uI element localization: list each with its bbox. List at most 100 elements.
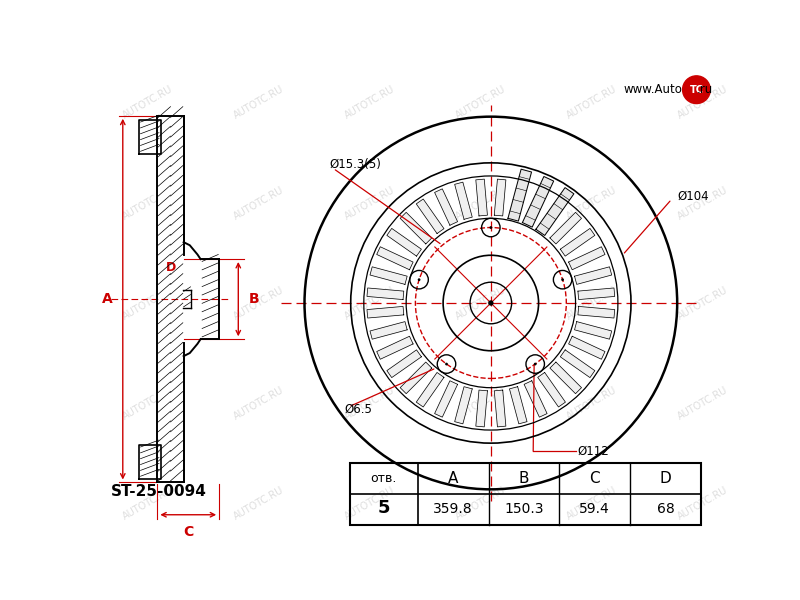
Polygon shape <box>367 307 404 318</box>
Polygon shape <box>569 247 605 270</box>
Polygon shape <box>416 199 444 233</box>
Polygon shape <box>508 169 531 221</box>
Polygon shape <box>400 362 432 394</box>
Polygon shape <box>578 288 614 299</box>
Text: AUTOTC.RU: AUTOTC.RU <box>232 284 286 322</box>
Circle shape <box>488 301 494 305</box>
Text: AUTOTC.RU: AUTOTC.RU <box>122 284 175 322</box>
Polygon shape <box>476 179 487 216</box>
Text: .ru: .ru <box>696 83 713 96</box>
Text: AUTOTC.RU: AUTOTC.RU <box>676 85 730 121</box>
Polygon shape <box>183 290 191 308</box>
Text: AUTOTC.RU: AUTOTC.RU <box>122 485 175 521</box>
Polygon shape <box>377 247 413 270</box>
Text: AUTOTC.RU: AUTOTC.RU <box>676 385 730 421</box>
Polygon shape <box>387 229 422 256</box>
Text: D: D <box>660 471 671 486</box>
Polygon shape <box>400 212 432 244</box>
Polygon shape <box>434 189 458 225</box>
Text: отв.: отв. <box>370 472 397 485</box>
Text: AUTOTC.RU: AUTOTC.RU <box>454 385 508 421</box>
Text: AUTOTC.RU: AUTOTC.RU <box>454 485 508 521</box>
Polygon shape <box>377 336 413 359</box>
Polygon shape <box>370 322 407 339</box>
Polygon shape <box>538 373 566 407</box>
Text: AUTOTC.RU: AUTOTC.RU <box>343 185 397 221</box>
Text: AUTOTC.RU: AUTOTC.RU <box>343 85 397 121</box>
Text: AUTOTC.RU: AUTOTC.RU <box>232 385 286 421</box>
Polygon shape <box>494 179 506 216</box>
Text: C: C <box>183 524 194 539</box>
Polygon shape <box>139 445 161 479</box>
Polygon shape <box>510 386 527 424</box>
Text: AUTOTC.RU: AUTOTC.RU <box>232 485 286 521</box>
Text: 150.3: 150.3 <box>504 502 544 517</box>
Polygon shape <box>550 362 582 394</box>
Text: AUTOTC.RU: AUTOTC.RU <box>122 185 175 221</box>
Text: AUTOTC.RU: AUTOTC.RU <box>676 485 730 521</box>
Text: AUTOTC.RU: AUTOTC.RU <box>454 284 508 322</box>
Text: AUTOTC.RU: AUTOTC.RU <box>676 284 730 322</box>
Polygon shape <box>522 176 554 227</box>
Polygon shape <box>569 336 605 359</box>
Circle shape <box>534 362 537 365</box>
Circle shape <box>490 226 492 229</box>
Polygon shape <box>434 381 458 417</box>
Polygon shape <box>139 120 161 154</box>
Polygon shape <box>550 212 582 244</box>
Text: TC: TC <box>690 85 703 95</box>
Text: A: A <box>448 471 458 486</box>
Text: D: D <box>166 261 176 274</box>
Text: AUTOTC.RU: AUTOTC.RU <box>565 385 618 421</box>
Text: AUTOTC.RU: AUTOTC.RU <box>454 85 508 121</box>
Circle shape <box>562 278 564 281</box>
Polygon shape <box>560 350 595 377</box>
Text: ST-25-0094: ST-25-0094 <box>111 484 207 499</box>
Text: 5: 5 <box>378 499 390 517</box>
Text: Ø15.3(5): Ø15.3(5) <box>329 158 381 171</box>
Text: AUTOTC.RU: AUTOTC.RU <box>232 185 286 221</box>
Text: 59.4: 59.4 <box>579 502 610 517</box>
Text: B: B <box>518 471 530 486</box>
Text: AUTOTC.RU: AUTOTC.RU <box>122 385 175 421</box>
Text: www.Auto: www.Auto <box>624 83 682 96</box>
Text: Ø112: Ø112 <box>577 445 609 457</box>
Polygon shape <box>454 182 472 220</box>
Text: Ø104: Ø104 <box>677 190 709 203</box>
Polygon shape <box>158 116 184 482</box>
Text: AUTOTC.RU: AUTOTC.RU <box>565 85 618 121</box>
Text: AUTOTC.RU: AUTOTC.RU <box>565 284 618 322</box>
Text: AUTOTC.RU: AUTOTC.RU <box>343 385 397 421</box>
Polygon shape <box>578 307 614 318</box>
Text: AUTOTC.RU: AUTOTC.RU <box>565 485 618 521</box>
Bar <box>350 463 701 525</box>
Text: A: A <box>102 292 113 306</box>
Text: AUTOTC.RU: AUTOTC.RU <box>122 85 175 121</box>
Text: C: C <box>590 471 600 486</box>
Polygon shape <box>536 188 574 235</box>
Polygon shape <box>574 267 612 284</box>
Polygon shape <box>367 288 404 299</box>
Text: AUTOTC.RU: AUTOTC.RU <box>343 284 397 322</box>
Polygon shape <box>416 373 444 407</box>
Text: Ø6.5: Ø6.5 <box>345 403 373 416</box>
Text: AUTOTC.RU: AUTOTC.RU <box>676 185 730 221</box>
Polygon shape <box>524 381 547 417</box>
Polygon shape <box>538 199 566 233</box>
Polygon shape <box>524 189 547 225</box>
Circle shape <box>682 76 710 104</box>
Text: AUTOTC.RU: AUTOTC.RU <box>343 485 397 521</box>
Text: AUTOTC.RU: AUTOTC.RU <box>454 185 508 221</box>
Text: 359.8: 359.8 <box>434 502 473 517</box>
Text: B: B <box>248 292 259 306</box>
Text: AUTOTC.RU: AUTOTC.RU <box>232 85 286 121</box>
Polygon shape <box>387 350 422 377</box>
Polygon shape <box>454 386 472 424</box>
Polygon shape <box>370 267 407 284</box>
Polygon shape <box>494 390 506 427</box>
Polygon shape <box>510 182 527 220</box>
Text: 68: 68 <box>657 502 674 517</box>
Polygon shape <box>476 390 487 427</box>
Text: AUTOTC.RU: AUTOTC.RU <box>565 185 618 221</box>
Circle shape <box>418 278 421 281</box>
